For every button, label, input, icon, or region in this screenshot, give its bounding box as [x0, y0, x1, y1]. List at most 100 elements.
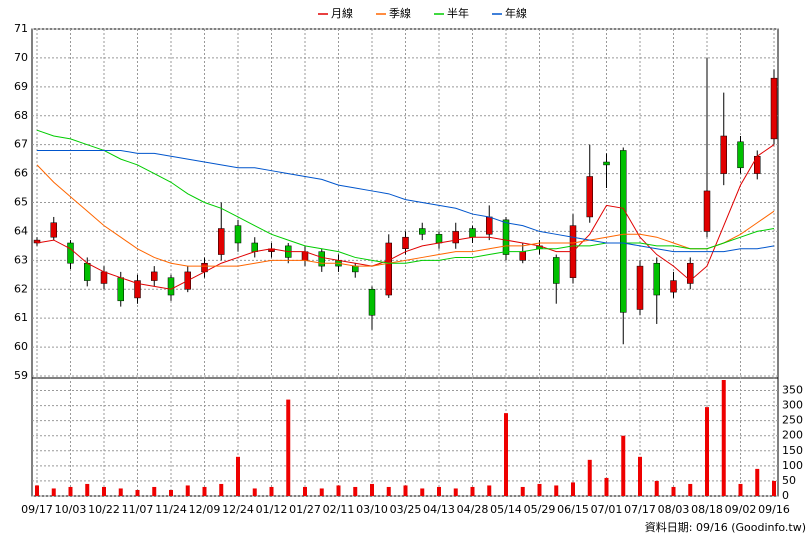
- y-tick-label: 62: [14, 282, 28, 295]
- volume-bar: [738, 483, 743, 496]
- candle-body: [452, 231, 459, 244]
- candle-body: [218, 228, 225, 255]
- x-tick-label: 04/13: [423, 503, 455, 516]
- x-tick-label: 12/24: [222, 503, 254, 516]
- candle-body: [100, 271, 108, 284]
- candle-body: [352, 265, 359, 273]
- volume-bar: [504, 413, 508, 496]
- y-tick-label: 68: [14, 109, 28, 122]
- y-tick-label: 71: [14, 22, 28, 35]
- volume-bar: [587, 459, 592, 496]
- candle-body: [167, 277, 175, 296]
- ma-line: [36, 164, 775, 267]
- volume-bar: [437, 486, 441, 496]
- candle-body: [368, 289, 376, 316]
- candle-body: [687, 262, 694, 284]
- x-tick-label: 01/12: [256, 503, 288, 516]
- volume-bar: [772, 480, 776, 496]
- y-tick-label: 65: [14, 196, 28, 209]
- candle-body: [636, 265, 644, 310]
- volume-bar: [638, 456, 642, 496]
- x-tick-label: 12/09: [189, 503, 221, 516]
- volume-bar: [35, 485, 39, 496]
- y-tick-label: 59: [14, 369, 28, 382]
- volume-bar: [169, 489, 173, 496]
- volume-bar: [386, 486, 391, 496]
- y2-tick-label: 200: [782, 429, 803, 442]
- y-tick-label: 66: [14, 167, 28, 180]
- x-tick-label: 08/18: [691, 503, 723, 516]
- y-tick-label: 67: [14, 138, 28, 151]
- candle-body: [134, 280, 141, 299]
- candle-body: [670, 280, 677, 293]
- candle-body: [553, 257, 560, 284]
- volume-bar: [319, 488, 324, 496]
- x-tick-label: 07/17: [624, 503, 656, 516]
- x-tick-label: 03/25: [390, 503, 422, 516]
- ma-line: [36, 144, 775, 290]
- volume-bar: [135, 489, 140, 496]
- volume-bar: [571, 482, 575, 496]
- x-tick-label: 07/01: [591, 503, 623, 516]
- candle-body: [720, 135, 727, 174]
- candle-body: [502, 219, 510, 255]
- volume-bar: [420, 488, 425, 496]
- y2-tick-label: 100: [782, 459, 803, 472]
- candle-body: [301, 251, 309, 261]
- volume-bar: [202, 486, 207, 496]
- candle-body: [620, 150, 627, 313]
- candle-body: [770, 77, 778, 140]
- volume-bar: [554, 485, 559, 496]
- volume-bar: [671, 486, 676, 496]
- volume-bar: [118, 488, 123, 496]
- x-tick-label: 10/22: [88, 503, 120, 516]
- candle-body: [703, 190, 711, 232]
- y2-tick-label: 150: [782, 444, 803, 457]
- volume-bar: [85, 483, 90, 496]
- volume-bar: [102, 486, 106, 496]
- volume-bar: [721, 380, 726, 496]
- candle-body: [234, 225, 242, 244]
- x-tick-label: 09/16: [758, 503, 790, 516]
- volume-bar: [755, 468, 760, 496]
- y-tick-label: 63: [14, 253, 28, 266]
- y-tick-label: 70: [14, 51, 28, 64]
- x-tick-label: 09/17: [21, 503, 53, 516]
- candle-body: [519, 251, 526, 261]
- candle-body: [151, 271, 158, 281]
- legend-label: 季線: [389, 6, 411, 20]
- candle-body: [486, 216, 493, 235]
- candle-body: [385, 242, 392, 296]
- volume-bar: [252, 488, 257, 496]
- ma-line: [37, 149, 775, 253]
- y-tick-label: 61: [14, 311, 28, 324]
- candle-body: [50, 222, 57, 238]
- candle-body: [117, 277, 124, 302]
- legend-label: 年線: [505, 6, 527, 20]
- x-tick-label: 04/28: [457, 503, 489, 516]
- candle-body: [435, 234, 443, 244]
- candle-body: [402, 236, 409, 250]
- legend-label: 月線: [331, 6, 353, 20]
- candle-body: [318, 251, 325, 267]
- candle-body: [67, 242, 74, 264]
- x-tick-label: 01/27: [289, 503, 321, 516]
- x-tick-label: 05/14: [490, 503, 522, 516]
- y2-tick-label: 300: [782, 399, 803, 412]
- volume-bar: [336, 485, 341, 496]
- x-tick-label: 09/02: [725, 503, 757, 516]
- y2-tick-label: 350: [782, 384, 803, 397]
- x-tick-label: 10/03: [55, 503, 87, 516]
- volume-bar: [705, 407, 709, 496]
- y-tick-label: 64: [14, 224, 28, 237]
- volume-bar: [520, 486, 525, 496]
- volume-bar: [353, 486, 358, 496]
- volume-bar: [370, 483, 374, 496]
- volume-bar: [654, 480, 659, 496]
- candle-body: [251, 242, 258, 252]
- x-tick-label: 05/29: [524, 503, 556, 516]
- x-tick-label: 02/11: [323, 503, 355, 516]
- volume-bar: [219, 483, 224, 496]
- x-tick-label: 11/07: [122, 503, 154, 516]
